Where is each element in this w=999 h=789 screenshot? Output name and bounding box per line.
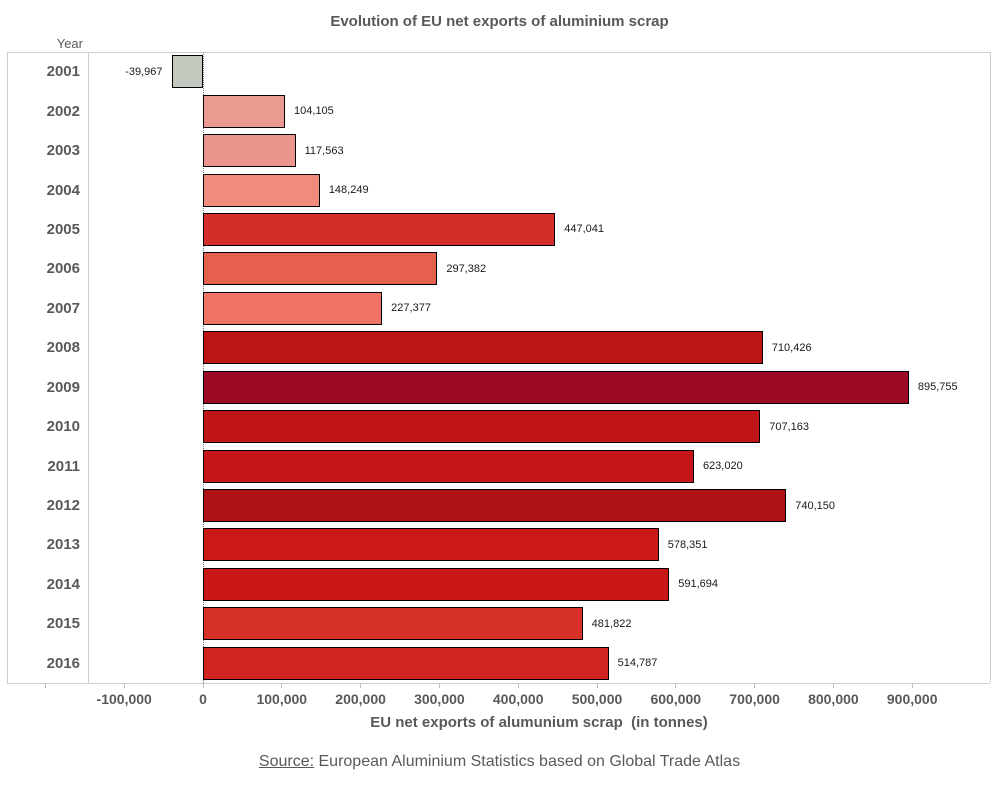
value-label-2013: 578,351: [667, 538, 708, 551]
x-tick-mark-600,000: [675, 683, 677, 688]
year-label-2015: 2015: [46, 615, 80, 633]
value-label-2016: 514,787: [617, 657, 658, 670]
year-label-2012: 2012: [46, 497, 80, 515]
bar-2002: [203, 94, 286, 128]
bar-2011: [203, 449, 694, 483]
year-label-2009: 2009: [46, 378, 80, 396]
year-label-2003: 2003: [46, 142, 80, 160]
source-label: Source:: [258, 753, 315, 770]
x-tick-label-500,000: 500,000: [571, 691, 623, 707]
bar-2008: [203, 331, 763, 365]
year-label-2006: 2006: [46, 260, 80, 278]
year-label-2014: 2014: [46, 575, 80, 593]
value-label-2001: -39,967: [125, 65, 163, 78]
bar-2014: [203, 567, 670, 601]
bar-2012: [203, 489, 787, 523]
value-label-2004: 148,249: [328, 184, 369, 197]
plot-border-right: [990, 52, 991, 683]
value-label-2014: 591,694: [678, 578, 719, 591]
x-tick-mark-700,000: [754, 683, 756, 688]
x-tick-mark-400,000: [517, 683, 519, 688]
x-tick-label-0: 0: [199, 691, 207, 707]
source-text: European Aluminium Statistics based on G…: [314, 753, 741, 770]
source-note: Source: European Aluminium Statistics ba…: [0, 753, 999, 771]
year-label-2011: 2011: [47, 457, 80, 475]
x-tick-mark-minor: [44, 683, 46, 688]
value-label-2006: 297,382: [446, 262, 487, 275]
year-label-2008: 2008: [46, 339, 80, 357]
x-tick-label-700,000: 700,000: [729, 691, 780, 707]
x-tick-label-300,000: 300,000: [414, 691, 465, 707]
x-tick-label-800,000: 800,000: [808, 691, 859, 707]
year-label-2010: 2010: [46, 418, 80, 436]
bar-2005: [203, 212, 556, 246]
year-label-2005: 2005: [46, 220, 80, 238]
bar-2010: [203, 410, 761, 444]
x-tick-label-200,000: 200,000: [335, 691, 386, 707]
bar-2013: [203, 528, 659, 562]
year-label-2013: 2013: [46, 536, 80, 554]
year-label-2001: 2001: [46, 63, 80, 81]
year-label-2007: 2007: [46, 299, 80, 317]
bar-2009: [203, 370, 909, 404]
bar-2001: [171, 55, 203, 89]
x-axis-line: [7, 683, 990, 684]
value-label-2008: 710,426: [771, 341, 812, 354]
x-tick-mark-500,000: [596, 683, 598, 688]
bar-2015: [203, 607, 583, 641]
value-label-2007: 227,377: [391, 302, 431, 315]
value-label-2009: 895,755: [917, 381, 958, 394]
bar-2016: [203, 646, 609, 680]
x-tick-label--100,000: -100,000: [96, 691, 152, 707]
value-label-2015: 481,822: [591, 617, 632, 630]
bar-2006: [203, 252, 438, 286]
value-label-2012: 740,150: [795, 499, 835, 512]
value-label-2011: 623,020: [702, 460, 743, 473]
x-tick-mark-200,000: [360, 683, 362, 688]
year-label-2016: 2016: [46, 654, 80, 672]
plot-border-top: [7, 52, 990, 53]
x-tick-mark-0: [202, 683, 204, 688]
x-tick-label-900,000: 900,000: [886, 691, 938, 707]
year-column-divider: [88, 52, 89, 683]
x-tick-mark-900,000: [911, 683, 913, 688]
y-axis-title: Year: [56, 36, 83, 51]
value-label-2005: 447,041: [564, 223, 605, 236]
x-tick-label-400,000: 400,000: [492, 691, 544, 707]
x-tick-label-100,000: 100,000: [256, 691, 308, 707]
x-tick-mark--100,000: [123, 683, 125, 688]
value-label-2002: 104,105: [294, 105, 334, 118]
x-axis-title: EU net exports of alumunium scrap (in to…: [370, 714, 708, 731]
plot-border-left: [7, 52, 8, 683]
zero-gridline: [203, 52, 204, 683]
chart-title: Evolution of EU net exports of aluminium…: [330, 13, 669, 30]
year-label-2004: 2004: [46, 181, 80, 199]
bar-2003: [203, 134, 296, 168]
bar-2004: [203, 173, 320, 207]
x-tick-mark-300,000: [438, 683, 440, 688]
x-tick-mark-800,000: [832, 683, 834, 688]
bar-2007: [203, 291, 383, 325]
value-label-2010: 707,163: [769, 420, 809, 433]
value-label-2003: 117,563: [304, 144, 344, 157]
x-tick-label-600,000: 600,000: [650, 691, 702, 707]
x-tick-mark-100,000: [281, 683, 283, 688]
year-label-2002: 2002: [46, 102, 80, 120]
